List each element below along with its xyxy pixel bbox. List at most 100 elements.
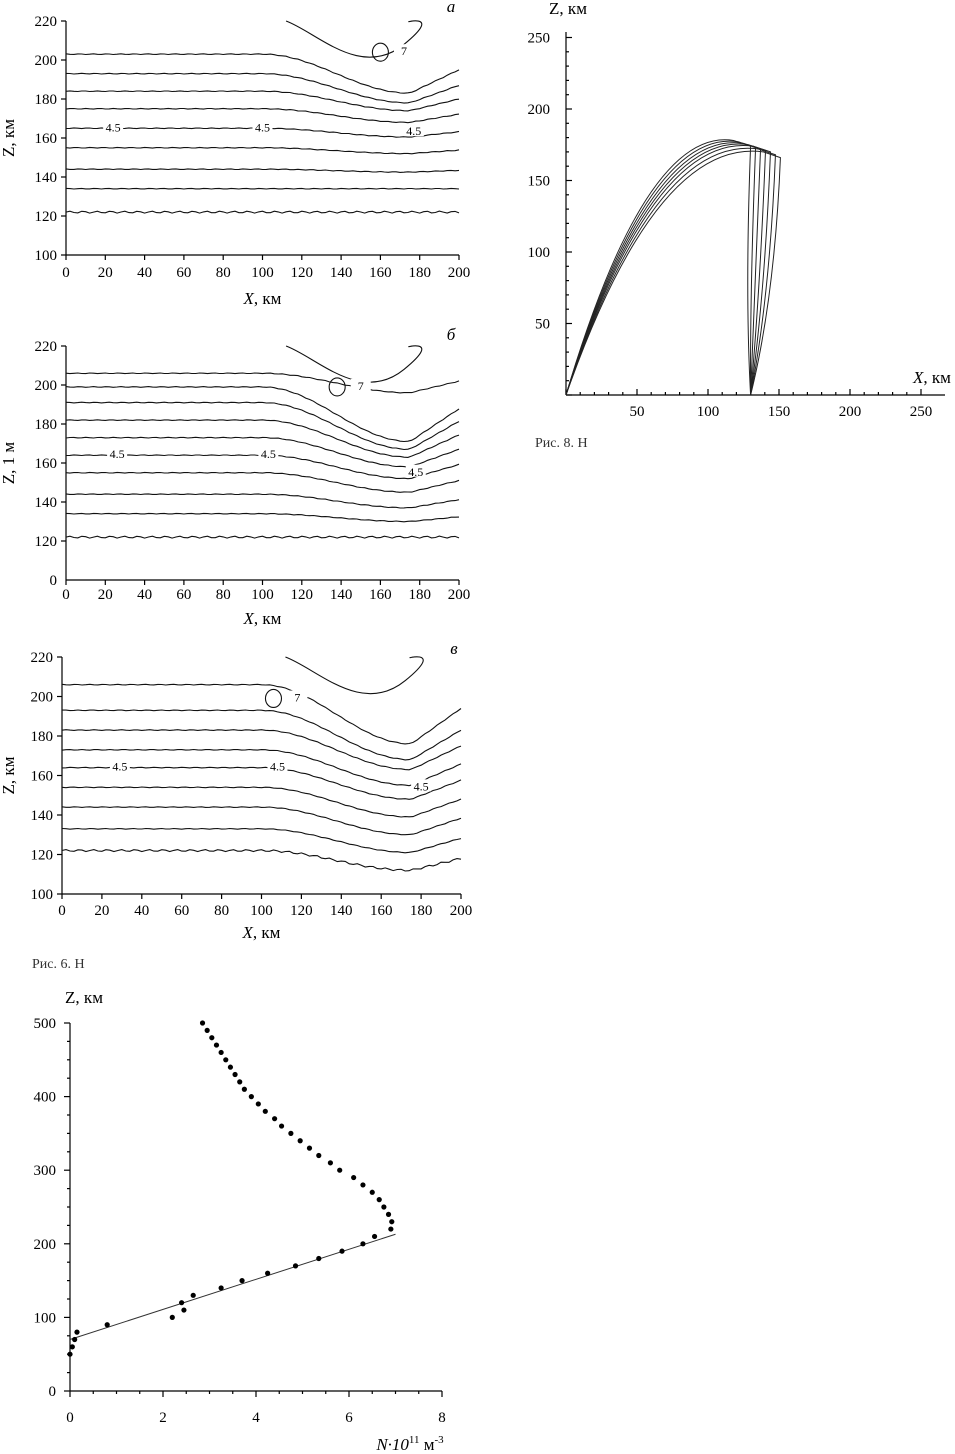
contour-line — [65, 187, 460, 190]
contour-label: 7 — [294, 690, 300, 704]
x-axis-var: X — [912, 368, 924, 387]
data-point — [213, 1042, 220, 1048]
contour-line — [61, 786, 462, 818]
y-tick-label: 120 — [35, 534, 58, 550]
x-tick-label: 100 — [697, 404, 720, 420]
contour-label: 4.5 — [112, 760, 127, 774]
y-tick-label: 120 — [35, 209, 58, 225]
data-point — [316, 1152, 322, 1159]
contour-line — [65, 146, 460, 155]
y-tick-label: 100 — [528, 245, 551, 261]
data-point — [327, 1160, 333, 1166]
contour-label-bg — [411, 779, 432, 792]
data-point — [272, 1116, 278, 1122]
data-point — [223, 1057, 229, 1063]
contour-label: 4.5 — [255, 120, 270, 134]
x-tick-label: 60 — [176, 587, 191, 603]
data-point — [339, 1248, 345, 1254]
x-tick-label: 160 — [370, 903, 393, 919]
ray-path — [565, 142, 762, 396]
y-axis-label: Z, км — [65, 988, 103, 1007]
data-point — [297, 1138, 303, 1144]
x-tick-label: 2 — [159, 1410, 167, 1426]
panel-label: в — [450, 639, 458, 658]
x-tick-label: 40 — [137, 587, 152, 603]
x-axis-unit: , км — [254, 609, 282, 628]
data-point — [67, 1351, 73, 1357]
contour-label: 7 — [401, 44, 407, 58]
x-label-base: N·10 — [375, 1435, 409, 1454]
contour-line — [65, 72, 460, 104]
contour-line — [61, 748, 462, 787]
x-tick-label: 80 — [214, 903, 229, 919]
x-tick-label: 180 — [408, 265, 431, 281]
partial-captions: Рис. 8. Н Рис. 6. Н — [32, 436, 588, 972]
y-tick-label: 100 — [34, 1310, 57, 1326]
data-point — [190, 1292, 196, 1298]
ray-path — [565, 139, 752, 396]
data-point — [69, 1344, 75, 1350]
data-point — [179, 1300, 185, 1306]
x-tick-label: 160 — [369, 587, 392, 603]
x-axis-var: X — [243, 609, 255, 628]
data-point — [181, 1307, 187, 1313]
data-point — [288, 1130, 294, 1136]
contour-line — [65, 419, 460, 458]
contour-line — [61, 683, 462, 745]
x-axis-label: X, км — [912, 368, 951, 387]
x-tick-label: 50 — [630, 404, 645, 420]
contour-panel-v: 0 20 40 60 80 100 120 140 160 180 200 100 120 140 160 1… — [0, 639, 472, 942]
x-label-unit-exp: -3 — [435, 1434, 445, 1446]
y-tick-label: 300 — [34, 1163, 57, 1179]
y-axis-label: Z, км — [0, 756, 18, 794]
contour-panel-a: 0 20 40 60 80 100 120 140 160 180 200 100 120 140 160 1… — [0, 0, 470, 308]
y-tick-label: 200 — [35, 53, 58, 69]
ray-path — [565, 147, 776, 396]
ray-trace-panel: 50 100 150 200 250 50 100 150 200 250 Z, км X, км — [528, 0, 952, 420]
data-point — [248, 1094, 254, 1100]
x-tick-label: 200 — [448, 587, 471, 603]
contour-line — [65, 535, 460, 539]
x-tick-label: 0 — [62, 265, 70, 281]
y-tick-label: 220 — [35, 339, 58, 355]
contour-label-bg — [405, 464, 426, 477]
x-tick-label: 4 — [252, 1410, 260, 1426]
data-point — [381, 1204, 387, 1210]
data-point — [369, 1189, 375, 1195]
x-tick-label: 8 — [438, 1410, 446, 1426]
data-point — [265, 1270, 271, 1276]
y-tick-label: 200 — [35, 378, 58, 394]
contour-line — [65, 493, 460, 509]
data-point — [74, 1329, 80, 1335]
contour-label-bg — [103, 120, 124, 133]
y-tick-label: 400 — [34, 1090, 57, 1106]
data-point — [255, 1101, 261, 1107]
x-tick-label: 80 — [216, 587, 231, 603]
x-tick-label: 100 — [251, 587, 274, 603]
y-tick-label: 140 — [31, 808, 54, 824]
contour-upper — [285, 656, 424, 695]
x-tick-label: 180 — [408, 587, 431, 603]
y-tick-label: 120 — [31, 848, 54, 864]
x-tick-label: 0 — [66, 1410, 74, 1426]
contour-label-bg — [393, 44, 414, 57]
contour-line — [61, 827, 462, 854]
x-tick-label: 120 — [291, 587, 314, 603]
contour-line — [61, 849, 462, 872]
contour-line — [65, 210, 460, 214]
contour-upper — [285, 345, 423, 383]
y-tick-label: 50 — [535, 317, 550, 333]
ray-path — [565, 140, 757, 396]
y-tick-label: 0 — [49, 1384, 57, 1400]
x-axis-label: X, км — [243, 609, 282, 628]
x-axis-var: X — [243, 289, 255, 308]
data-point — [376, 1197, 382, 1203]
contour-line — [65, 53, 460, 94]
y-tick-label: 220 — [35, 14, 58, 30]
x-axis-unit: , км — [923, 368, 951, 387]
x-tick-label: 60 — [174, 903, 189, 919]
contour-closed — [328, 377, 346, 397]
contour-closed — [371, 42, 389, 62]
contour-line — [65, 386, 460, 443]
y-tick-label: 140 — [35, 495, 58, 511]
